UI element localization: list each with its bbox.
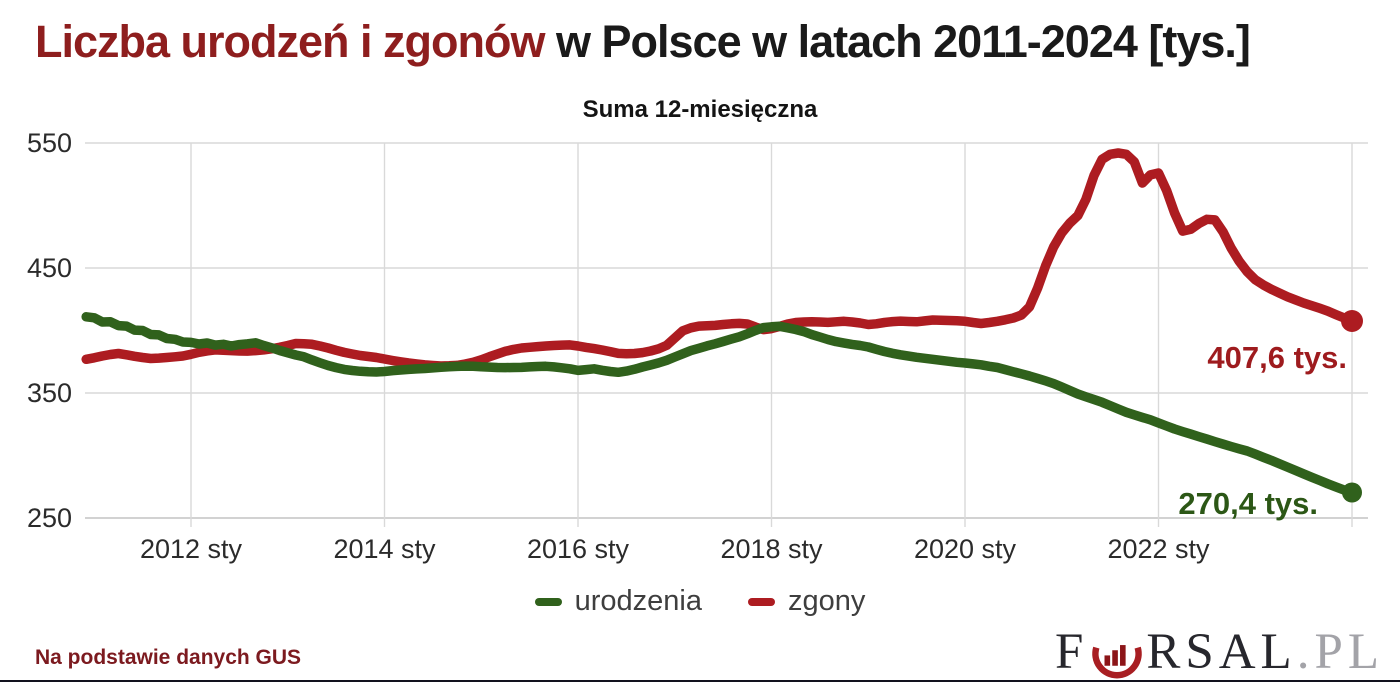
series-end-dot-zgony [1341,310,1363,332]
y-tick-550: 550 [27,128,72,158]
x-tick-5: 2022 sty [1107,534,1210,564]
forsal-bowl-chart-icon [1092,644,1143,679]
forsal-logo: F RSAL .PL [1054,624,1384,680]
chart-subtitle: Suma 12-miesięczna [582,96,818,123]
legend-label-urodzenia: urodzenia [574,585,702,617]
x-tick-1: 2014 sty [333,534,436,564]
logo-letters-rsal: RSAL [1146,624,1297,680]
logo-suffix-pl: .PL [1296,624,1384,680]
y-tick-450: 450 [27,253,72,283]
series-line-urodzenia [81,312,1357,498]
series-line-zgony [81,148,1357,371]
page-title-rest: w Polsce w latach 2011-2024 [tys.] [544,16,1251,67]
urodzenia-line-swatch [534,597,562,606]
annotation-0: 407,6 tys. [1207,340,1347,375]
x-tick-4: 2020 sty [914,534,1017,564]
legend-label-zgony: zgony [787,585,866,617]
annotation-1: 270,4 tys. [1178,486,1318,521]
zgony-line-swatch [747,597,775,606]
x-tick-0: 2012 sty [140,534,243,564]
x-tick-2: 2016 sty [527,534,630,564]
page-title: Liczba urodzeń i zgonów w Polsce w latac… [35,16,1251,68]
logo-letter-f: F [1054,624,1089,680]
legend-item-urodzenia: urodzenia [534,585,702,618]
y-tick-350: 350 [27,378,72,408]
series-end-dot-urodzenia [1342,482,1362,503]
chart-legend: urodzenia zgony [0,585,1400,618]
bottom-divider [0,680,1400,682]
legend-item-zgony: zgony [747,585,866,618]
x-tick-3: 2018 sty [720,534,823,564]
y-tick-250: 250 [27,503,72,533]
source-note: Na podstawie danych GUS [35,646,302,669]
page-title-highlight: Liczba urodzeń i zgonów [35,16,545,67]
